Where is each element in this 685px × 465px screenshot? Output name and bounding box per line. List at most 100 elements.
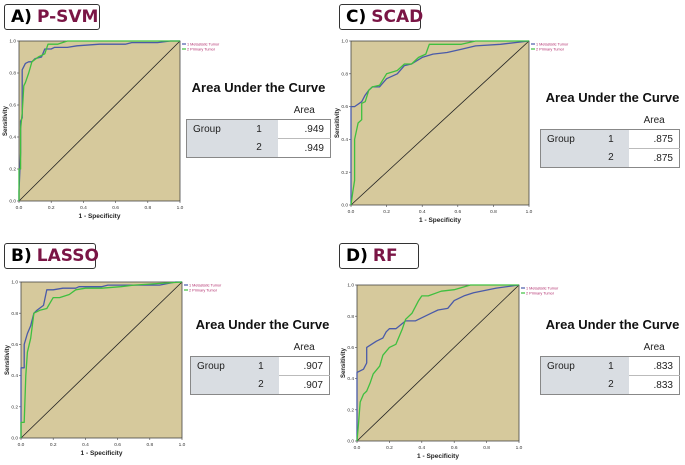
auc-value-1: .907 <box>278 356 330 376</box>
panel-b-name: LASSO <box>36 246 99 266</box>
auc-value-2: .833 <box>628 375 680 395</box>
roc-plot-rf: 0.00.0 0.2 0.2 0.4 0.4 0.6 0.6 0.8 0.8 1.0 1.0 1 - … <box>341 283 559 460</box>
x-tick-label: 0.0 <box>354 445 361 451</box>
x-tick-label: 0.8 <box>144 205 151 211</box>
auc-value-1: .949 <box>278 119 332 139</box>
x-tick-label: 0.6 <box>114 442 121 448</box>
auc-row-header-blank <box>186 138 251 158</box>
auc-value-1: .875 <box>628 129 680 149</box>
auc-grid: Area Group 1.907 2.907 <box>190 338 330 395</box>
panel-a-label: A) P-SVM <box>4 4 100 30</box>
x-axis-label: 1 - Specificity <box>79 213 121 220</box>
roc-plot-scad: 0.00.0 0.2 0.2 0.4 0.4 0.6 0.6 0.8 0.8 1.0 1.0 1 - … <box>335 39 569 224</box>
auc-title: Area Under the Curve <box>191 80 326 95</box>
y-tick-label: 0.8 <box>11 311 18 317</box>
y-axis-label: Sensitivity <box>5 344 11 375</box>
auc-row-header: Group <box>540 129 603 149</box>
y-tick-label: 0.0 <box>341 203 348 209</box>
x-tick-label: 0.6 <box>112 205 119 211</box>
x-tick-label: 0.0 <box>18 442 25 448</box>
x-tick-label: 0.8 <box>483 445 490 451</box>
x-tick-label: 0.4 <box>80 205 87 211</box>
y-tick-label: 0.6 <box>9 103 16 109</box>
roc-series-primary <box>356 284 519 442</box>
y-tick-label: 1.0 <box>11 280 18 286</box>
y-axis-label: Sensitivity <box>3 105 9 136</box>
auc-col-header: Area <box>643 114 665 126</box>
reference-line <box>356 284 520 442</box>
auc-title: Area Under the Curve <box>195 317 330 332</box>
x-tick-label: 0.6 <box>451 445 458 451</box>
y-tick-label: 1.0 <box>347 283 354 289</box>
auc-table-p-svm: Area Under the Curve Area Group 1.949 2.9… <box>186 80 332 158</box>
auc-group-1: 1 <box>602 129 629 149</box>
y-tick-label: 0.8 <box>341 71 348 77</box>
auc-row-header-blank <box>190 375 253 395</box>
x-tick-label: 0.4 <box>419 209 426 215</box>
panel-d-name: RF <box>372 246 398 266</box>
reference-line <box>18 40 181 202</box>
auc-col-header: Area <box>293 341 315 353</box>
x-tick-label: 1.0 <box>179 442 186 448</box>
auc-row-header-blank <box>540 375 603 395</box>
auc-grid: Area Group 1.875 2.875 <box>540 111 680 168</box>
auc-value-2: .949 <box>278 138 332 158</box>
legend-entry: 2 Primary Tumor <box>536 47 565 51</box>
y-tick-label: 0.4 <box>11 373 18 379</box>
roc-series-metastatic <box>356 284 520 441</box>
auc-row-header: Group <box>190 356 253 376</box>
legend-entry: 2 Primary Tumor <box>187 47 216 51</box>
roc-series-primary <box>18 40 180 201</box>
y-tick-label: 0.0 <box>11 436 18 442</box>
x-tick-label: 0.6 <box>454 209 461 215</box>
auc-table-lasso: Area Under the Curve Area Group 1.907 2.9… <box>190 317 335 395</box>
panel-b-label: B) LASSO <box>4 243 99 269</box>
auc-group-1: 1 <box>602 356 629 376</box>
auc-group-2: 2 <box>252 375 279 395</box>
panel-a-letter: A) <box>11 7 32 27</box>
x-tick-label: 0.4 <box>418 445 425 451</box>
roc-plot-p-svm: 0.00.0 0.2 0.2 0.4 0.4 0.6 0.6 0.8 0.8 1.0 1.0 1 - … <box>3 39 220 220</box>
reference-line <box>350 40 530 206</box>
x-tick-label: 0.2 <box>386 445 393 451</box>
roc-plot-lasso: 0.00.0 0.2 0.2 0.4 0.4 0.6 0.6 0.8 0.8 1.0 1.0 1 - … <box>5 280 222 457</box>
panel-a-name: P-SVM <box>36 7 99 27</box>
auc-group-2: 2 <box>602 375 629 395</box>
y-tick-label: 0.4 <box>9 135 16 141</box>
auc-grid: Area Group 1.833 2.833 <box>540 338 680 395</box>
y-tick-label: 0.8 <box>347 314 354 320</box>
reference-line <box>20 281 183 439</box>
legend-entry: 1 Metastatic Tumor <box>526 286 559 290</box>
y-tick-label: 0.2 <box>11 404 18 410</box>
panel-c-label: C) SCAD <box>339 4 423 30</box>
auc-title: Area Under the Curve <box>545 317 680 332</box>
panel-c-letter: C) <box>346 7 367 27</box>
x-tick-label: 0.2 <box>50 442 57 448</box>
roc-series-primary <box>350 40 529 206</box>
auc-group-2: 2 <box>250 138 279 158</box>
auc-value-1: .833 <box>628 356 680 376</box>
y-tick-label: 0.2 <box>341 170 348 176</box>
auc-col-header: Area <box>643 341 665 353</box>
x-tick-label: 0.8 <box>146 442 153 448</box>
y-tick-label: 0.6 <box>11 342 18 348</box>
x-tick-label: 0.2 <box>48 205 55 211</box>
auc-row-header: Group <box>186 119 251 139</box>
auc-table-rf: Area Under the Curve Area Group 1.833 2.8… <box>540 317 685 395</box>
y-tick-label: 0.2 <box>9 167 16 173</box>
roc-series-primary <box>20 281 183 438</box>
roc-series-metastatic <box>350 40 530 205</box>
auc-grid: Area Group 1.949 2.949 <box>186 101 332 158</box>
legend-entry: 1 Metastatic Tumor <box>536 42 569 46</box>
x-tick-label: 0.4 <box>82 442 89 448</box>
roc-series-metastatic <box>20 281 182 438</box>
y-tick-label: 0.6 <box>347 345 354 351</box>
auc-group-2: 2 <box>602 148 629 168</box>
y-tick-label: 0.2 <box>347 407 354 413</box>
x-tick-label: 1.0 <box>516 445 523 451</box>
x-tick-label: 1.0 <box>526 209 533 215</box>
x-tick-label: 0.0 <box>16 205 23 211</box>
panel-b-letter: B) <box>11 246 32 266</box>
auc-group-1: 1 <box>252 356 279 376</box>
